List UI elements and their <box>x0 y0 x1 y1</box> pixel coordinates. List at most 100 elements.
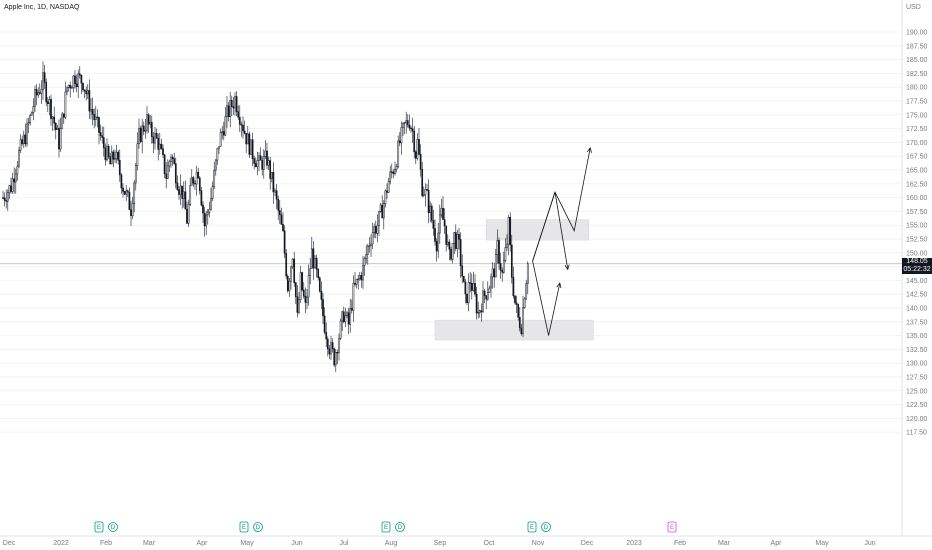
candle-body <box>229 100 232 117</box>
candle-body <box>290 266 292 282</box>
candle-body <box>328 348 331 355</box>
candle-body <box>102 137 105 149</box>
candle-body <box>250 139 252 155</box>
candle-body <box>515 302 518 305</box>
candle-body <box>418 139 420 155</box>
candle-body <box>466 293 468 304</box>
event-marker-label: D <box>398 525 403 531</box>
candle-body <box>349 308 352 325</box>
candle-body <box>202 204 204 214</box>
candle-body <box>74 75 76 84</box>
projection-arrowhead <box>556 282 562 289</box>
event-marker-label: D <box>544 525 549 531</box>
candle-body <box>126 190 129 193</box>
candle-body <box>424 189 427 196</box>
time-tick-label: Mar <box>143 540 156 547</box>
candle-body <box>269 160 272 179</box>
candle-body <box>19 139 22 151</box>
candle-body <box>376 225 379 234</box>
candle-body <box>203 212 206 227</box>
candle-body <box>405 120 408 123</box>
candle-body <box>285 253 288 277</box>
candle-body <box>288 281 291 292</box>
candle-body <box>302 289 305 297</box>
candle-body <box>32 106 35 113</box>
candle-body <box>21 139 24 144</box>
time-tick-label: Feb <box>100 540 112 547</box>
candle-body <box>26 123 28 145</box>
candle-body <box>352 282 355 311</box>
time-axis[interactable]: Dec 2022 Feb Mar Apr May Jun Jul Aug Sep Oct Nov Dec… <box>3 540 876 547</box>
candle-body <box>358 275 361 280</box>
candle-body <box>392 171 395 174</box>
price-tick-label: 145.00 <box>906 278 928 285</box>
candle-body <box>416 139 419 159</box>
candle-body <box>482 290 484 313</box>
candle-body <box>187 204 190 224</box>
candle-body <box>275 190 278 200</box>
candle-body <box>277 198 280 211</box>
earnings-marker-icon <box>667 521 677 533</box>
candle-body <box>11 178 14 192</box>
candle-body <box>299 272 302 300</box>
candle-body <box>464 281 467 295</box>
candle-body <box>64 91 67 118</box>
candle-body <box>211 186 214 199</box>
candle-body <box>227 105 230 117</box>
candle-body <box>397 140 400 167</box>
candle-body <box>115 151 118 159</box>
candle-body <box>501 270 504 273</box>
price-tick-label: 160.00 <box>906 195 928 202</box>
candle-body <box>230 100 233 107</box>
candle-body <box>389 171 392 182</box>
candle-body <box>320 290 323 300</box>
candle-body <box>382 203 385 219</box>
candle-body <box>168 161 171 167</box>
candle-body <box>394 168 396 174</box>
candle-body <box>152 136 155 144</box>
candle-body <box>437 232 440 252</box>
candle-body <box>368 245 371 247</box>
candle-body <box>378 211 380 227</box>
price-tick-label: 187.50 <box>906 43 928 50</box>
candle-body <box>170 156 172 162</box>
candle-body <box>526 263 529 284</box>
candle-body <box>2 197 4 199</box>
candle-body <box>499 263 502 271</box>
candle-body <box>40 89 43 94</box>
candle-body <box>243 130 246 134</box>
candle-body <box>245 133 248 145</box>
time-tick-label: Sep <box>434 540 447 547</box>
price-tick-label: 132.50 <box>906 347 928 354</box>
candle-body <box>318 277 321 292</box>
candle-body <box>432 220 435 229</box>
price-tick-label: 142.50 <box>906 292 928 299</box>
candle-body <box>426 189 428 191</box>
candle-body <box>69 84 72 89</box>
candle-body <box>112 151 115 160</box>
time-tick-label: Dec <box>3 540 16 547</box>
candle-body <box>131 203 134 217</box>
candle-body <box>165 173 168 179</box>
candle-body <box>373 226 376 233</box>
candle-body <box>77 73 80 88</box>
price-axis[interactable]: 190.00 187.50 185.00 182.50 180.00 177.50 175.… <box>906 30 928 437</box>
price-tick-label: 180.00 <box>906 85 928 92</box>
candle-body <box>86 90 89 95</box>
candle-body <box>216 148 219 161</box>
candle-body <box>246 133 249 145</box>
candle-body <box>128 191 131 210</box>
candle-body <box>470 283 473 291</box>
candle-body <box>408 124 411 129</box>
price-tick-label: 117.50 <box>906 430 927 437</box>
candle-body <box>360 275 363 281</box>
currency-label: USD <box>906 4 921 11</box>
candle-body <box>75 83 78 88</box>
price-tick-label: 135.00 <box>906 333 928 340</box>
time-tick-label: May <box>240 540 254 547</box>
candle-body <box>72 75 75 88</box>
candle-body <box>339 320 342 339</box>
candle-body <box>402 123 404 128</box>
candle-body <box>456 234 459 249</box>
